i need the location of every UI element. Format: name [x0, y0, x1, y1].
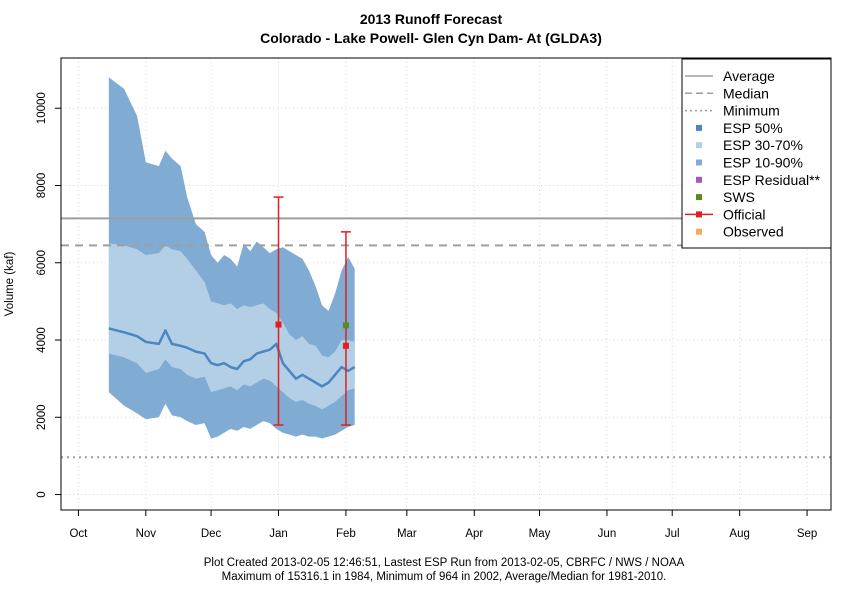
x-tick-label: Oct	[69, 528, 88, 540]
y-axis-label: Volume (kaf)	[4, 252, 16, 317]
legend-label: Median	[723, 85, 769, 101]
y-tick-label: 2000	[36, 404, 48, 430]
legend-label: ESP 10-90%	[723, 155, 803, 171]
x-tick-label: May	[529, 528, 551, 540]
footer-line-2: Maximum of 15316.1 in 1984, Minimum of 9…	[222, 571, 667, 583]
y-tick-label: 10000	[36, 92, 48, 124]
sws-marker	[342, 322, 349, 329]
x-tick-label: Feb	[336, 528, 356, 540]
x-tick-label: Jan	[269, 528, 288, 540]
x-tick-label: Mar	[397, 528, 417, 540]
x-tick-label: Jul	[665, 528, 680, 540]
y-tick-label: 6000	[36, 250, 48, 276]
band-layer	[108, 77, 356, 439]
legend-label: SWS	[723, 189, 755, 205]
x-tick-label: Dec	[201, 528, 222, 540]
y-tick-label: 8000	[36, 173, 48, 199]
legend-label: Average	[723, 68, 775, 84]
legend-label: ESP 30-70%	[723, 137, 803, 153]
official-marker	[342, 342, 349, 349]
official-marker	[275, 321, 282, 328]
y-tick-label: 4000	[36, 327, 48, 353]
x-tick-label: Apr	[465, 528, 483, 540]
legend-label: ESP 50%	[723, 120, 783, 136]
legend-box	[681, 58, 832, 249]
x-tick-label: Aug	[729, 528, 749, 540]
x-tick-label: Sep	[797, 528, 817, 540]
legend-swatch	[696, 142, 702, 149]
x-tick-label: Jun	[598, 528, 617, 540]
axis-layer: Oct Nov Dec Jan Feb Mar Apr May Jun Jul Aug Sep 0 200…	[36, 92, 817, 540]
footer-line-1: Plot Created 2013-02-05 12:46:51, Lastes…	[204, 557, 685, 569]
legend-label: Official	[723, 206, 766, 222]
legend-swatch	[696, 159, 702, 166]
legend-swatch	[696, 194, 702, 201]
legend-swatch	[696, 176, 702, 183]
legend-label: Minimum	[723, 103, 780, 119]
legend-swatch	[696, 211, 702, 218]
marker-layer	[273, 196, 351, 426]
legend-label: ESP Residual**	[723, 172, 821, 188]
chart-title: 2013 Runoff Forecast	[360, 11, 503, 27]
esp-50-line	[108, 327, 356, 388]
y-tick-label: 0	[36, 491, 48, 497]
plot-frame	[60, 57, 832, 511]
legend-label: Observed	[723, 224, 784, 240]
x-tick-label: Nov	[136, 528, 157, 540]
chart-subtitle: Colorado - Lake Powell- Glen Cyn Dam- At…	[260, 30, 602, 46]
esp-30-70-band	[108, 243, 355, 410]
legend-swatch	[696, 228, 702, 235]
legend-swatch	[696, 124, 702, 131]
